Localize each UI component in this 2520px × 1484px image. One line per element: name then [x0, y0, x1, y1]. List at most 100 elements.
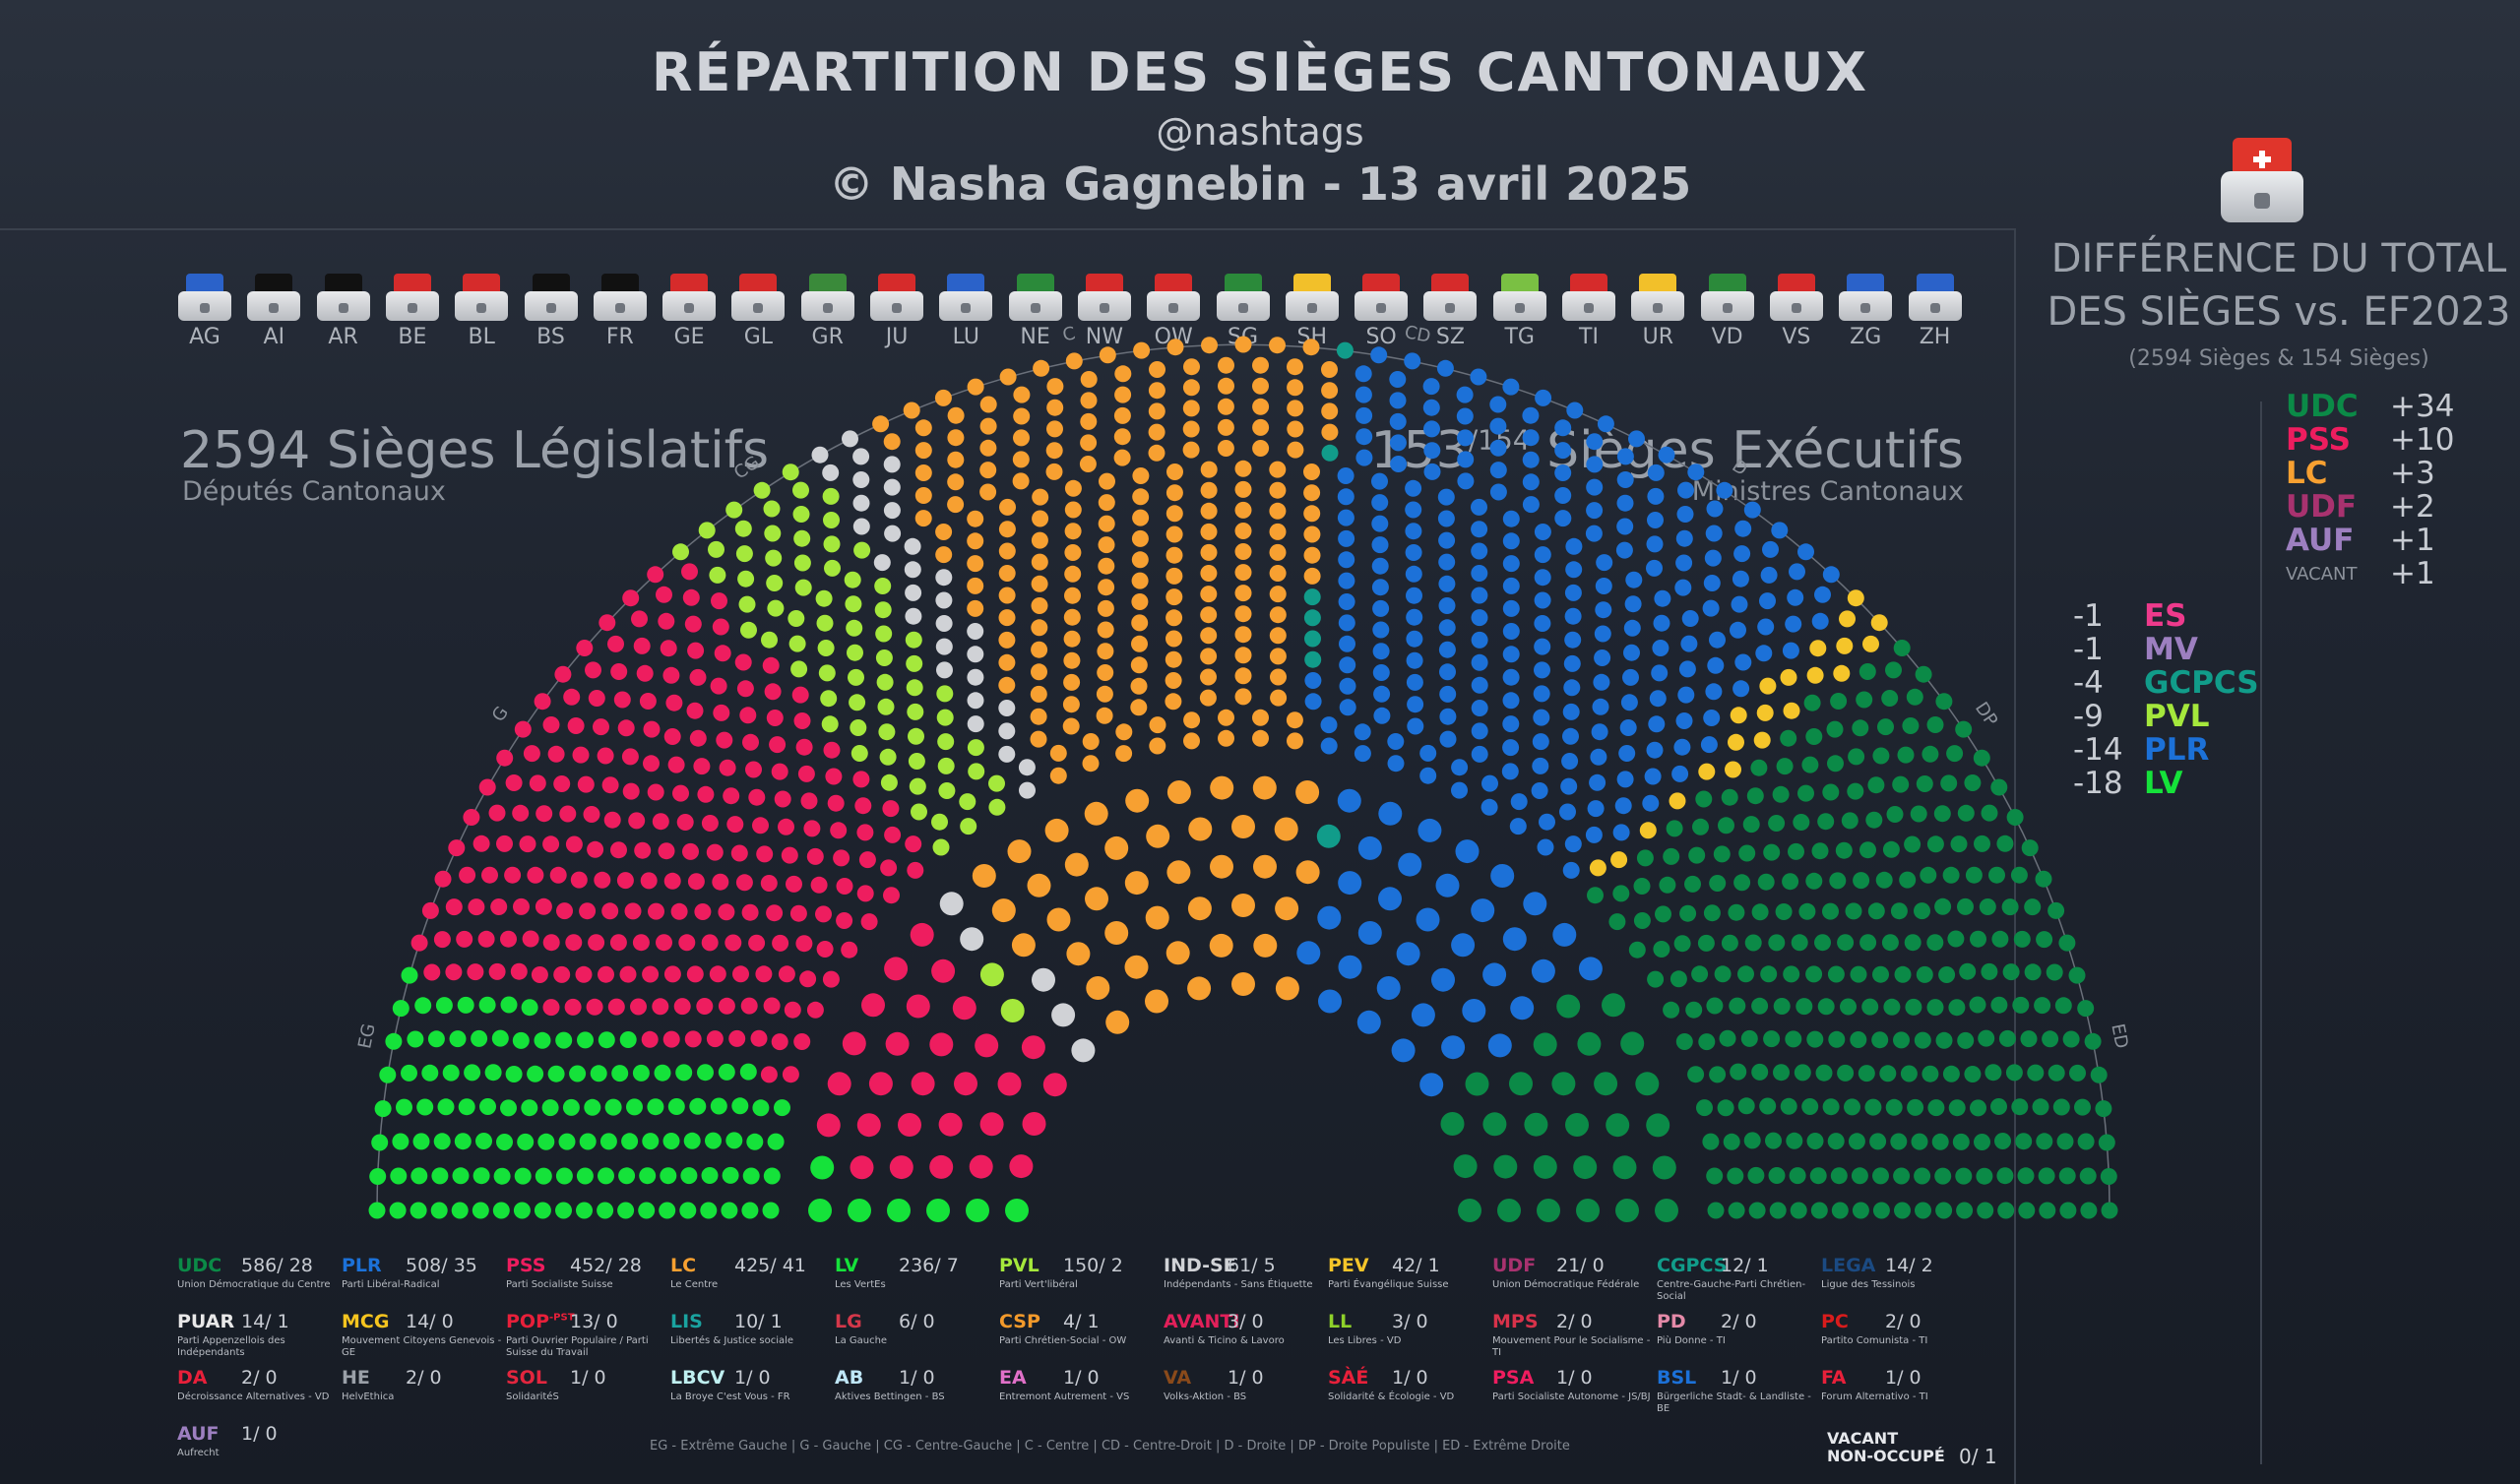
vacant-label: VACANT: [1827, 1429, 1899, 1448]
exec-seat-pss: [1021, 1035, 1045, 1060]
seat-udc: [1907, 1098, 1924, 1116]
seat-lv: [385, 1032, 403, 1050]
seat-udc: [1926, 999, 1944, 1017]
canton-so: SO: [1354, 274, 1409, 349]
seat-pss: [572, 746, 590, 764]
seat-lv: [435, 997, 453, 1015]
seat-pss: [789, 904, 807, 922]
seat-lv: [579, 1133, 597, 1150]
seat-lc: [979, 417, 997, 435]
seat-ind-se: [811, 446, 829, 464]
ballot-box-icon: [385, 274, 439, 321]
canton-nw: NW: [1077, 274, 1132, 349]
seat-lv: [500, 996, 518, 1014]
seat-lc: [1097, 664, 1114, 681]
seat-pss: [716, 731, 733, 749]
seat-plr: [1654, 589, 1671, 607]
legend-fullname: Parti Évangélique Suisse: [1328, 1279, 1449, 1290]
seat-pvl: [725, 501, 743, 519]
seat-pss: [854, 797, 872, 815]
seat-lc: [947, 406, 965, 424]
exec-seat-lc: [1187, 976, 1212, 1001]
seat-plr: [1471, 722, 1488, 740]
seat-lv: [718, 1063, 735, 1081]
exec-seat-lv: [848, 1199, 871, 1222]
exec-seat-lc: [1124, 871, 1149, 896]
seat-udc: [1845, 902, 1862, 920]
seat-lv: [746, 1133, 764, 1150]
seat-plr: [1534, 546, 1551, 564]
exec-seat-plr: [1510, 996, 1535, 1020]
seat-lc: [1217, 440, 1234, 457]
seat-pvl: [908, 753, 925, 770]
seat-lv: [558, 1133, 576, 1150]
legend-values: 42/ 1: [1392, 1255, 1440, 1276]
seat-udc: [1709, 875, 1727, 892]
legend-item-auf: AUF 1/ 0 Aufrecht: [177, 1423, 345, 1459]
seat-lc: [1130, 656, 1148, 674]
legend-values: 4/ 1: [1063, 1311, 1100, 1332]
seat-pss: [607, 998, 625, 1016]
seat-plr: [1371, 472, 1388, 490]
seat-plr: [1502, 599, 1520, 617]
canton-bl: BL: [454, 274, 509, 349]
seat-lc: [967, 555, 984, 573]
legend-abbr: AUF: [177, 1423, 220, 1445]
seat-plr: [1616, 771, 1634, 788]
seat-udc: [1911, 1133, 1928, 1150]
seat-plr: [1405, 565, 1422, 583]
seat-lc: [979, 396, 997, 413]
loss-abbr: MV: [2144, 632, 2198, 667]
seat-udc: [1952, 1133, 1970, 1150]
seat-plr: [1730, 621, 1746, 639]
seat-lc: [1182, 379, 1200, 397]
seat-udc: [1817, 998, 1835, 1016]
seat-udc: [1718, 817, 1734, 835]
difference-note: (2594 Sièges & 154 Sièges): [2128, 346, 2429, 371]
exec-seat-udc: [1602, 993, 1625, 1018]
seat-plr: [1623, 619, 1641, 637]
seat-lc: [1252, 729, 1269, 747]
seat-plr: [1532, 757, 1549, 774]
seat-pss: [766, 710, 784, 726]
seat-pss: [709, 965, 726, 983]
seat-lc: [1062, 717, 1080, 735]
seat-plr: [1616, 494, 1634, 512]
legend-values: 1/ 0: [241, 1423, 278, 1445]
seat-pvl: [737, 570, 755, 587]
exec-seat-udc: [1573, 1155, 1598, 1180]
seat-udc: [1916, 965, 1933, 983]
seat-ind-se: [967, 623, 984, 640]
legend-item-ea: EA 1/ 0 Entremont Autrement - VS: [999, 1367, 1166, 1403]
seat-plr: [1559, 803, 1576, 821]
seat-udc: [1865, 811, 1883, 829]
ballot-box-icon: [1700, 274, 1754, 321]
difference-title: DIFFÉRENCE DU TOTAL: [2050, 236, 2507, 281]
seat-lc: [1045, 442, 1063, 460]
seat-pss: [658, 612, 675, 630]
seat-plr: [1616, 518, 1634, 535]
canton-ti: TI: [1561, 274, 1616, 349]
seat-lv: [500, 1099, 517, 1117]
canton-code: BE: [398, 325, 427, 349]
seat-udc: [2021, 839, 2039, 857]
seat-lv: [534, 1031, 551, 1049]
seat-pss: [742, 733, 759, 751]
seat-pvl: [672, 543, 689, 561]
seat-udc: [2039, 1202, 2056, 1219]
seat-udc: [1859, 934, 1877, 952]
seat-udc: [1737, 1097, 1755, 1115]
canton-code: TI: [1579, 325, 1599, 349]
seat-lc: [1234, 564, 1252, 582]
seat-lc: [1097, 599, 1114, 617]
seat-pss: [667, 756, 685, 773]
exec-seat-lc: [1044, 818, 1069, 842]
axis-label-dp: DP: [1971, 699, 2001, 730]
seat-lc: [1166, 484, 1183, 502]
seat-lc: [1218, 356, 1234, 374]
seat-lv: [576, 1167, 594, 1185]
loss-lv: -18 LV: [2073, 766, 2182, 801]
seat-plr: [1789, 563, 1805, 581]
seat-pvl: [907, 703, 924, 720]
exec-seat-udc: [1533, 1032, 1557, 1057]
